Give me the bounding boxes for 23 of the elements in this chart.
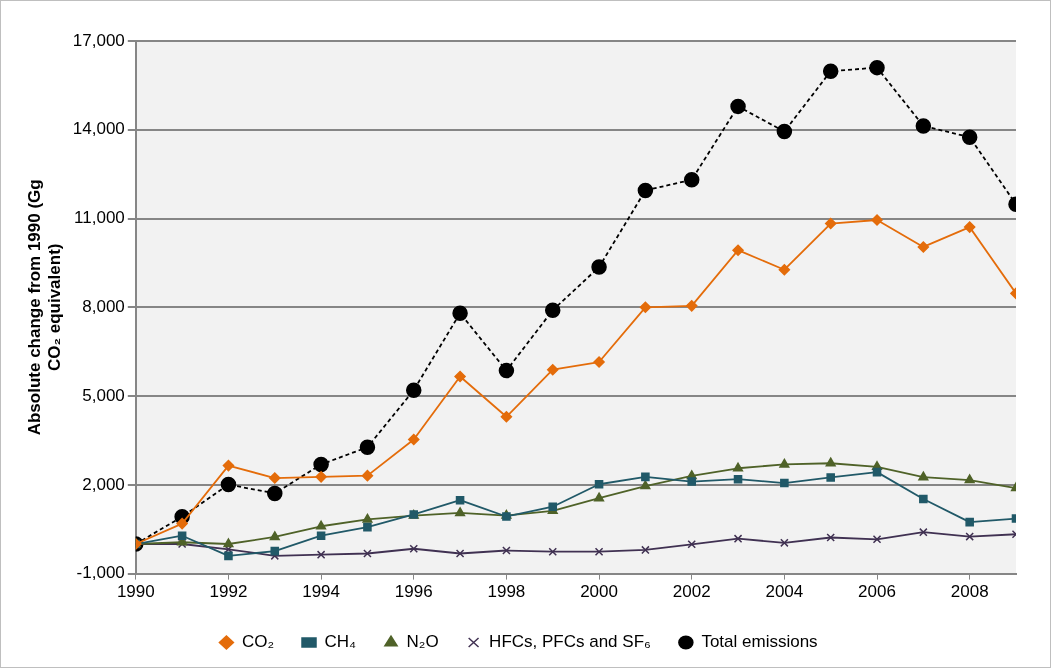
x-tick-label: 1994	[302, 582, 341, 602]
x-tick-label: 1992	[209, 582, 248, 602]
x-tick-label: 2008	[950, 582, 989, 602]
x-tick-label: 1990	[116, 582, 155, 602]
y-axis-title: Absolute change from 1990 (Gg CO₂ equivalent)	[24, 179, 65, 436]
y-tick-label: -1,000	[76, 563, 125, 583]
legend-label: HFCs, PFCs and SF₆	[489, 632, 651, 652]
x-tick-label: 2004	[765, 582, 804, 602]
x-tick-label: 1998	[487, 582, 526, 602]
x-tick-label: 2006	[858, 582, 896, 602]
legend-label: N₂O	[406, 632, 439, 652]
legend-label: CO₂	[241, 632, 275, 652]
y-tick-label: 8,000	[82, 296, 125, 316]
x-tick-label: 2000	[580, 582, 618, 602]
legend-label: CH₄	[324, 632, 357, 652]
legend-label: Total emissions	[701, 632, 818, 652]
y-tick-label: 17,000	[72, 30, 125, 50]
x-tick-label: 2002	[672, 582, 711, 602]
y-tick-label: 2,000	[82, 474, 125, 494]
y-tick-label: 14,000	[72, 119, 125, 139]
x-tick-label: 1996	[394, 582, 433, 602]
y-tick-label: 5,000	[82, 385, 125, 405]
y-tick-label: 11,000	[74, 208, 125, 228]
